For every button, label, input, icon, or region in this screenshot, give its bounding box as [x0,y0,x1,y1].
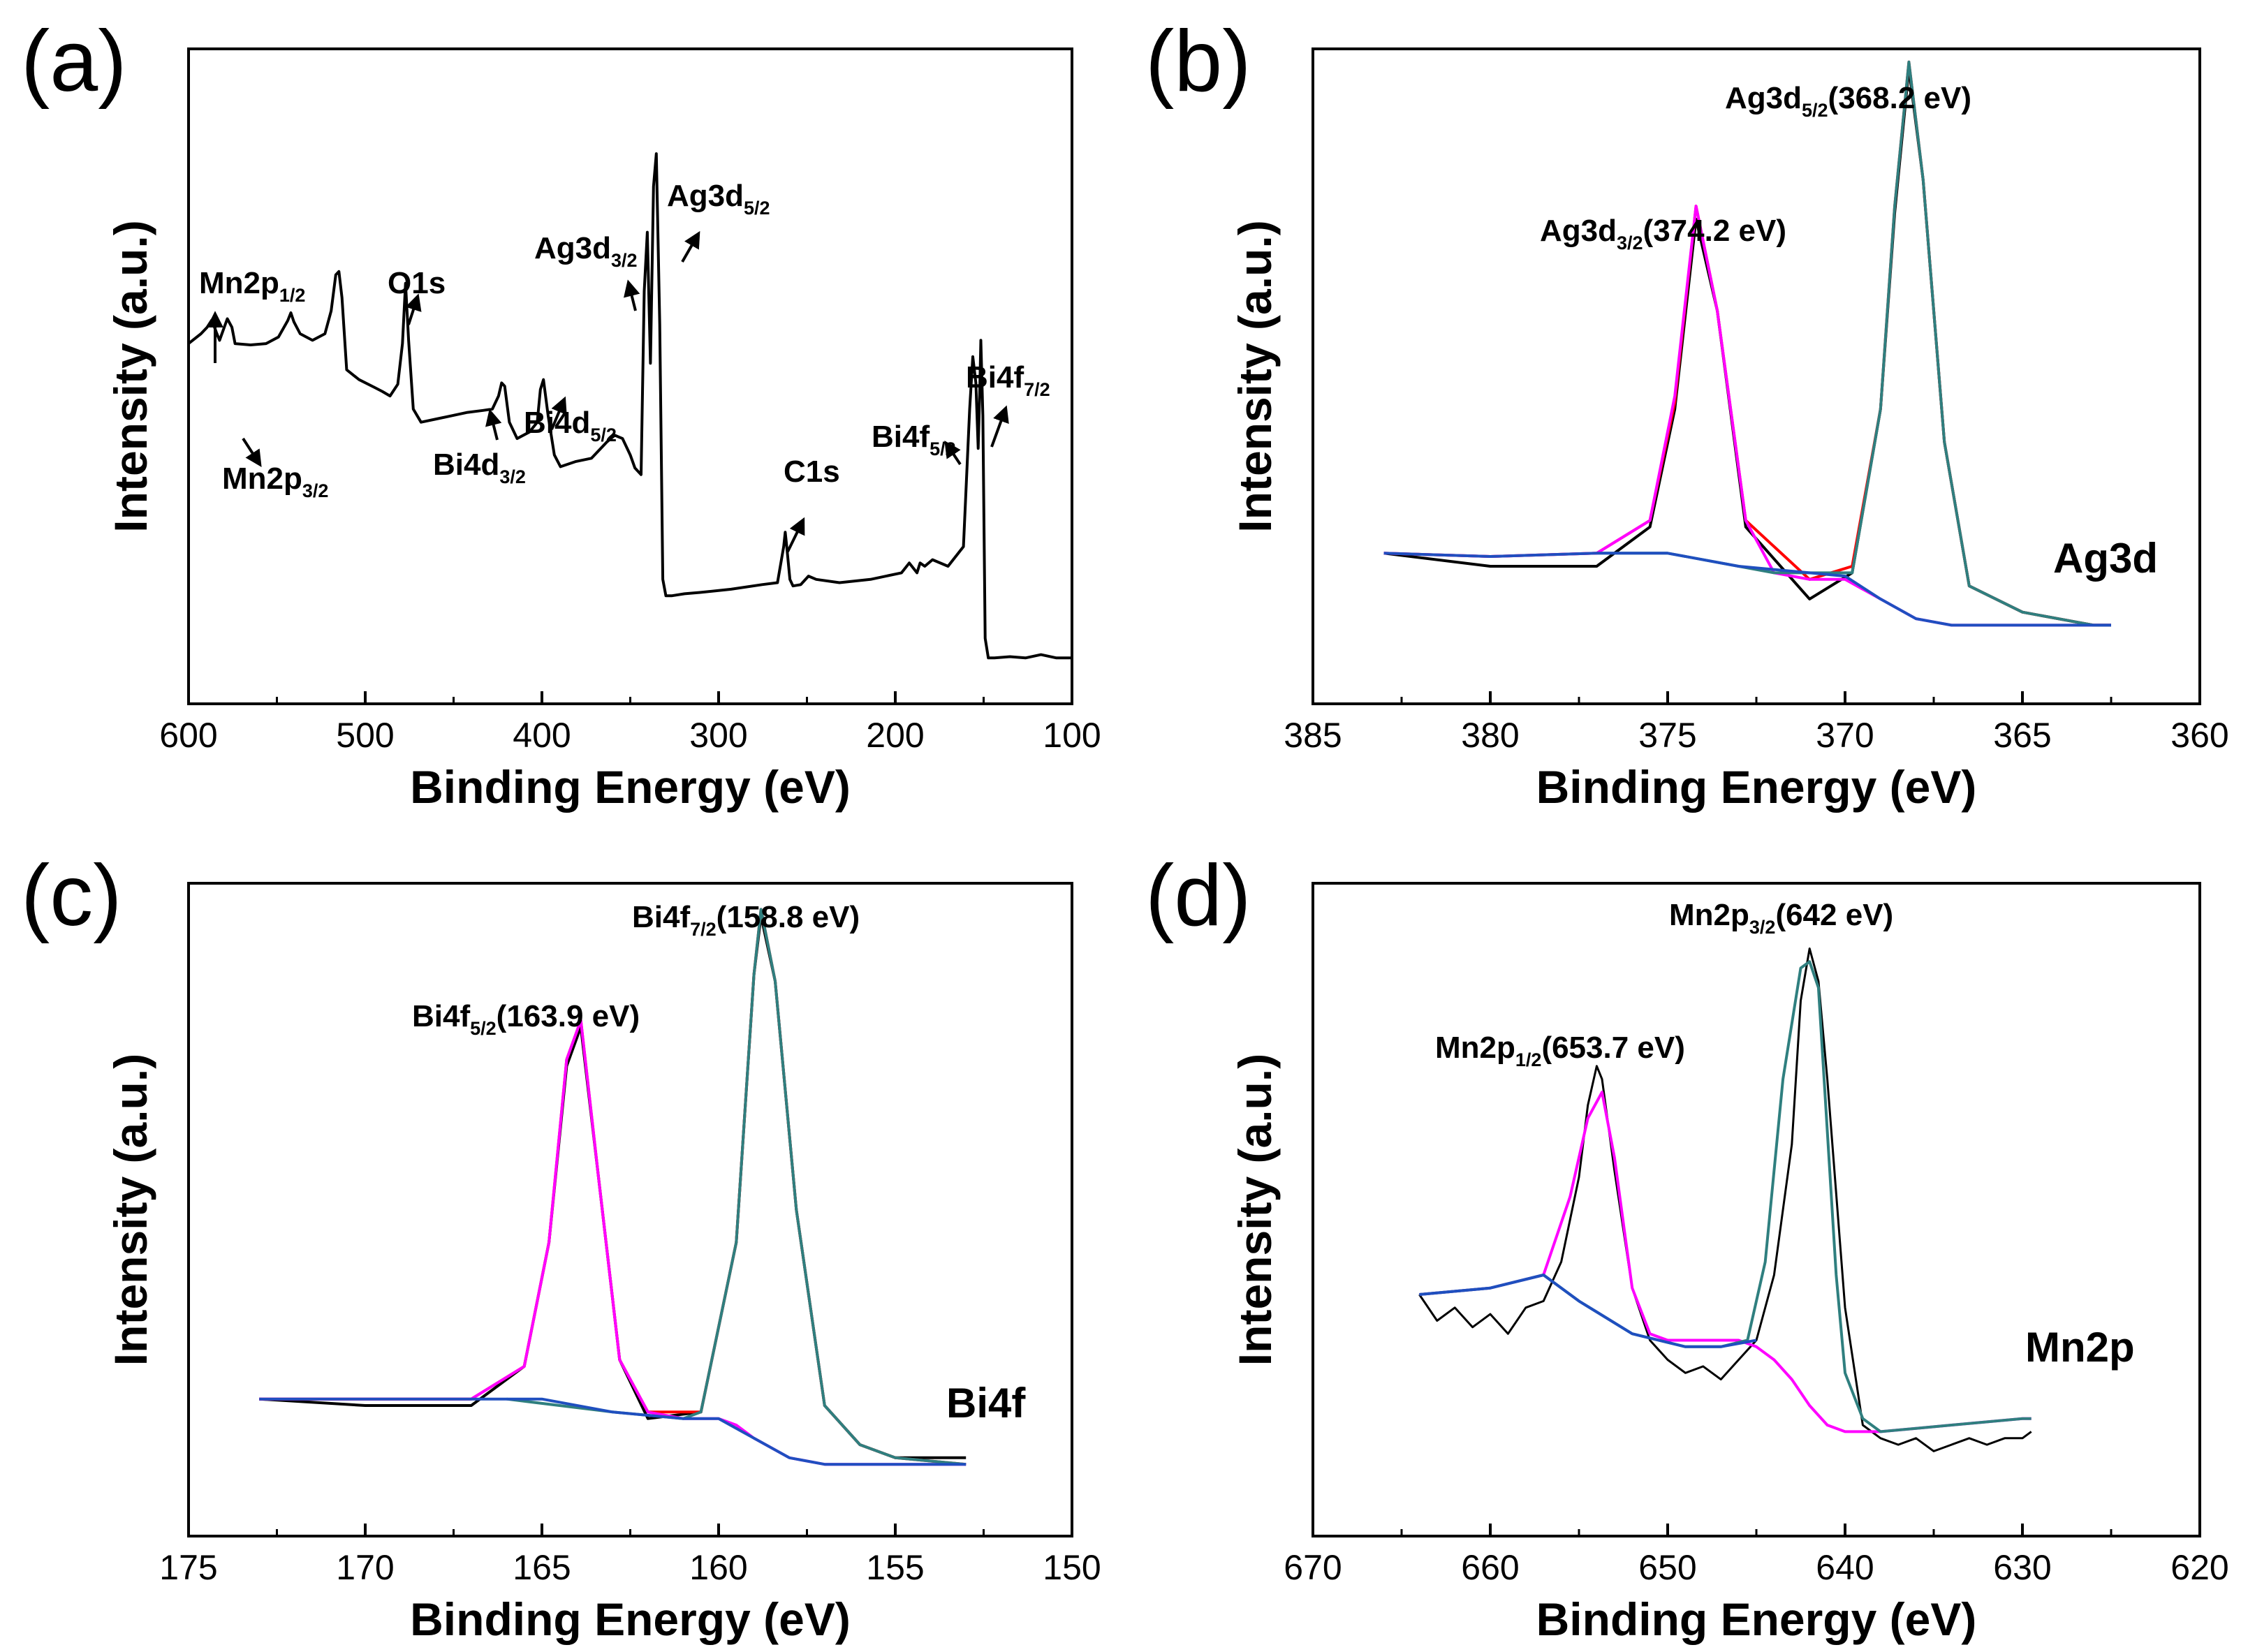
series-line-0 [1383,67,2111,627]
peak-arrow [242,437,262,468]
peak-annotation: Ag3d3/2 [534,231,638,271]
series-line-4 [259,1397,967,1466]
series-line-0 [259,914,967,1459]
peak-annotation: O1s [388,266,446,300]
peak-annotation: Mn2p1/2 [199,266,305,306]
x-tick-label: 650 [1638,1548,1696,1587]
y-axis-label: Intensity (a.u.) [105,1054,156,1366]
y-axis-label: Intensity (a.u.) [1229,220,1281,532]
x-tick-label: 400 [513,716,571,755]
peak-annotation: Bi4f5/2(163.9 eV) [412,999,640,1039]
peak-annotation: Mn2p1/2(653.7 eV) [1435,1031,1685,1070]
panel-label: (b) [1145,13,1251,110]
peak-annotation: C1s [784,455,840,489]
series-line-2 [1383,205,2111,627]
peak-arrow [681,230,700,263]
peak-arrow [786,517,805,552]
peak-arrow [990,405,1009,448]
panel-d: 670 660 650 640 630 620 Binding Energy (eV) Int… [1145,848,2229,1645]
x-tick-label: 630 [1993,1548,2051,1587]
x-tick-label: 155 [866,1548,924,1587]
peak-annotation: Bi4d3/2 [433,448,526,487]
x-tick-label: 670 [1284,1548,1342,1587]
peak-annotation: Bi4f7/2 [966,360,1050,400]
x-tick-label: 300 [689,716,747,755]
x-axis-label: Binding Energy (eV) [410,761,851,813]
peak-arrow [944,441,962,466]
x-tick-label: 370 [1816,716,1874,755]
x-tick-label: 360 [2170,716,2228,755]
peak-annotation: Ag3d5/2(368.2 eV) [1725,81,1971,121]
peak-arrow [485,408,502,441]
x-axis-label: Binding Energy (eV) [410,1593,851,1645]
x-tick-label: 165 [513,1548,571,1587]
series-line-0 [1418,947,2032,1452]
panel-label: (d) [1145,848,1251,944]
panel-c: 175 170 165 160 155 150 Binding Energy (eV) Int… [21,848,1101,1645]
series-line-3 [1596,60,2111,627]
panel-b: 385 380 375 370 365 360 Binding Energy (eV) Int… [1145,13,2229,813]
peak-annotation: Bi4f5/2 [872,420,956,459]
peak-arrow [550,396,567,430]
plot-frame [1312,882,2201,1537]
x-tick-label: 640 [1816,1548,1874,1587]
x-axis-label: Binding Energy (eV) [1536,1593,1977,1645]
element-label: Mn2p [2025,1324,2135,1371]
panel-label: (a) [21,13,127,110]
plot-frame [187,882,1073,1537]
plot-frame [187,47,1073,705]
series-line-1 [259,908,967,1466]
series-line-1 [1419,1091,2032,1433]
series-line-3 [506,908,967,1466]
peak-annotation: Bi4d5/2 [524,406,617,445]
x-tick-label: 500 [336,716,394,755]
x-tick-label: 365 [1993,716,2051,755]
series-line-4 [1383,552,2111,627]
x-tick-label: 380 [1461,716,1519,755]
peak-arrow [405,293,422,325]
element-label: Ag3d [2053,535,2158,582]
x-tick-label: 160 [689,1548,747,1587]
x-tick-label: 170 [336,1548,394,1587]
series-line-0 [187,152,1072,660]
series-line-3 [1419,1274,1757,1348]
x-axis-label: Binding Energy (eV) [1536,761,1977,813]
x-tick-label: 150 [1043,1548,1101,1587]
x-tick-label: 660 [1461,1548,1519,1587]
panel-label: (c) [21,848,122,944]
peak-annotation: Bi4f7/2(158.8 eV) [632,900,860,940]
x-tick-label: 175 [159,1548,217,1587]
x-tick-label: 620 [2170,1548,2228,1587]
peak-annotation: Ag3d3/2(374.2 eV) [1540,214,1786,253]
x-tick-label: 600 [159,716,217,755]
peak-annotation: Mn2p3/2(642 eV) [1669,898,1893,938]
peak-arrow [624,279,640,311]
x-tick-label: 385 [1284,716,1342,755]
series-line-1 [1383,60,2111,627]
panel-a: 600 500 400 300 200 100 Binding Energy (eV) Int… [21,13,1101,813]
plot-frame [1312,47,2201,705]
y-axis-label: Intensity (a.u.) [105,220,156,532]
x-tick-label: 200 [866,716,924,755]
peak-annotation: Ag3d5/2 [667,179,770,219]
x-tick-label: 100 [1043,716,1101,755]
element-label: Bi4f [946,1380,1026,1426]
y-axis-label: Intensity (a.u.) [1229,1054,1281,1366]
x-tick-label: 375 [1638,716,1696,755]
peak-annotation: Mn2p3/2 [222,462,328,501]
